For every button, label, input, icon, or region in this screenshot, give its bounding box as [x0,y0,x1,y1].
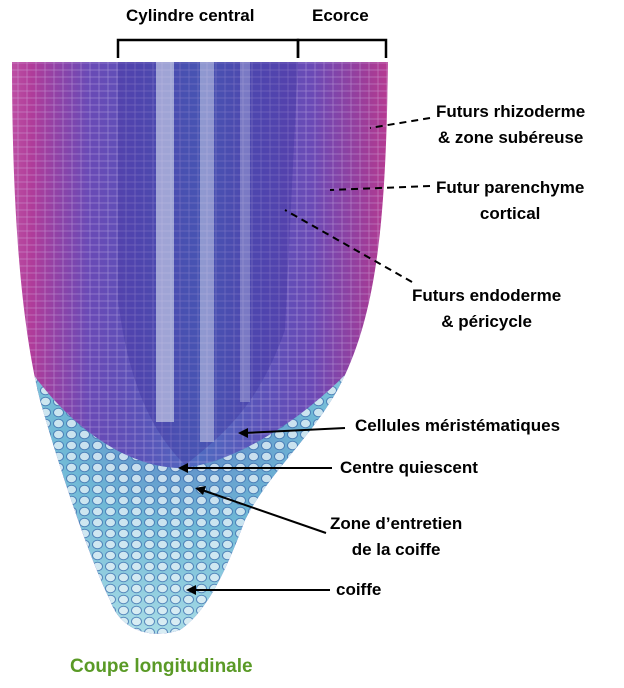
cortex-bracket [296,38,388,58]
maintenance-line2: de la coiffe [351,540,441,559]
rhizoderm-line1: Futurs rhizoderme [436,102,586,121]
endoderm-leader [284,209,413,283]
endoderm-line1: Futurs endoderme [412,286,562,305]
quiescent-label: Centre quiescent [340,458,478,477]
rhizoderm-line2: & zone subéreuse [437,128,584,147]
cap-arrow [186,585,330,595]
maintenance-line1: Zone d’entretien [330,514,463,533]
cylinder-bracket [116,38,300,58]
maintenance-arrow [195,486,327,534]
meristematic-label: Cellules méristématiques [355,416,561,435]
maintenance-label: Zone d’entretien de la coiffe [330,514,462,560]
endoderm-line2: & péricycle [441,312,532,331]
parenchyma-line2: cortical [479,204,541,223]
parenchyma-leader [329,185,431,191]
rhizoderm-label: Futurs rhizoderme & zone subéreuse [436,102,585,148]
cortex-header: Ecorce [312,6,369,25]
figure-caption: Coupe longitudinale [70,656,253,677]
cap-label: coiffe [336,580,382,599]
cylinder-header: Cylindre central [126,6,255,25]
rhizoderm-leader [369,117,431,129]
endoderm-label: Futurs endoderme & péricycle [412,286,561,332]
parenchyma-line1: Futur parenchyme [436,178,585,197]
parenchyma-label: Futur parenchyme cortical [436,178,584,224]
meristematic-arrow [238,427,346,438]
root-tissue [12,62,388,634]
quiescent-arrow [178,463,332,473]
